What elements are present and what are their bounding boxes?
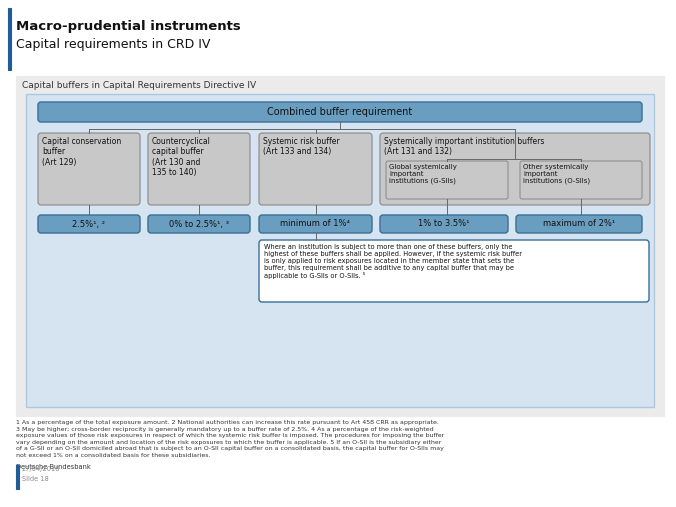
Bar — [16, 465, 19, 489]
Text: 27/04/2016: 27/04/2016 — [22, 466, 60, 472]
Text: 0% to 2.5%¹, ³: 0% to 2.5%¹, ³ — [169, 220, 229, 229]
FancyBboxPatch shape — [380, 215, 508, 233]
Text: Global systemically
important
institutions (G-SIIs): Global systemically important institutio… — [389, 164, 457, 185]
FancyBboxPatch shape — [380, 133, 650, 205]
Text: Deutsche Bundesbank: Deutsche Bundesbank — [16, 464, 91, 470]
FancyBboxPatch shape — [386, 161, 508, 199]
Text: 1 As a percentage of the total exposure amount. 2 National authorities can incre: 1 As a percentage of the total exposure … — [16, 420, 444, 458]
Text: 2.5%¹, ²: 2.5%¹, ² — [72, 220, 105, 229]
Text: Where an institution is subject to more than one of these buffers, only the
high: Where an institution is subject to more … — [264, 244, 522, 279]
FancyBboxPatch shape — [38, 102, 642, 122]
FancyBboxPatch shape — [259, 240, 649, 302]
Text: Capital buffers in Capital Requirements Directive IV: Capital buffers in Capital Requirements … — [22, 81, 256, 90]
Text: Combined buffer requirement: Combined buffer requirement — [268, 107, 412, 117]
Text: Systemic risk buffer
(Art 133 and 134): Systemic risk buffer (Art 133 and 134) — [263, 137, 339, 156]
Text: Other systemically
important
institutions (O-SIIs): Other systemically important institution… — [523, 164, 590, 185]
FancyBboxPatch shape — [259, 215, 372, 233]
FancyBboxPatch shape — [516, 215, 642, 233]
Text: Slide 18: Slide 18 — [22, 476, 49, 482]
FancyBboxPatch shape — [148, 215, 250, 233]
Bar — [16, 76, 664, 416]
FancyBboxPatch shape — [148, 133, 250, 205]
FancyBboxPatch shape — [520, 161, 642, 199]
Text: Macro-prudential instruments: Macro-prudential instruments — [16, 20, 241, 33]
FancyBboxPatch shape — [38, 133, 140, 205]
FancyBboxPatch shape — [259, 133, 372, 205]
Text: Countercyclical
capital buffer
(Art 130 and
135 to 140): Countercyclical capital buffer (Art 130 … — [152, 137, 211, 177]
Bar — [26, 94, 654, 407]
Text: Capital conservation
buffer
(Art 129): Capital conservation buffer (Art 129) — [42, 137, 121, 167]
Text: 1% to 3.5%¹: 1% to 3.5%¹ — [418, 220, 470, 229]
Text: maximum of 2%¹: maximum of 2%¹ — [543, 220, 615, 229]
Text: Systemically important institution buffers
(Art 131 and 132): Systemically important institution buffe… — [384, 137, 544, 156]
Text: Capital requirements in CRD IV: Capital requirements in CRD IV — [16, 38, 210, 51]
FancyBboxPatch shape — [38, 215, 140, 233]
Bar — [8, 8, 11, 70]
Text: minimum of 1%⁴: minimum of 1%⁴ — [281, 220, 350, 229]
